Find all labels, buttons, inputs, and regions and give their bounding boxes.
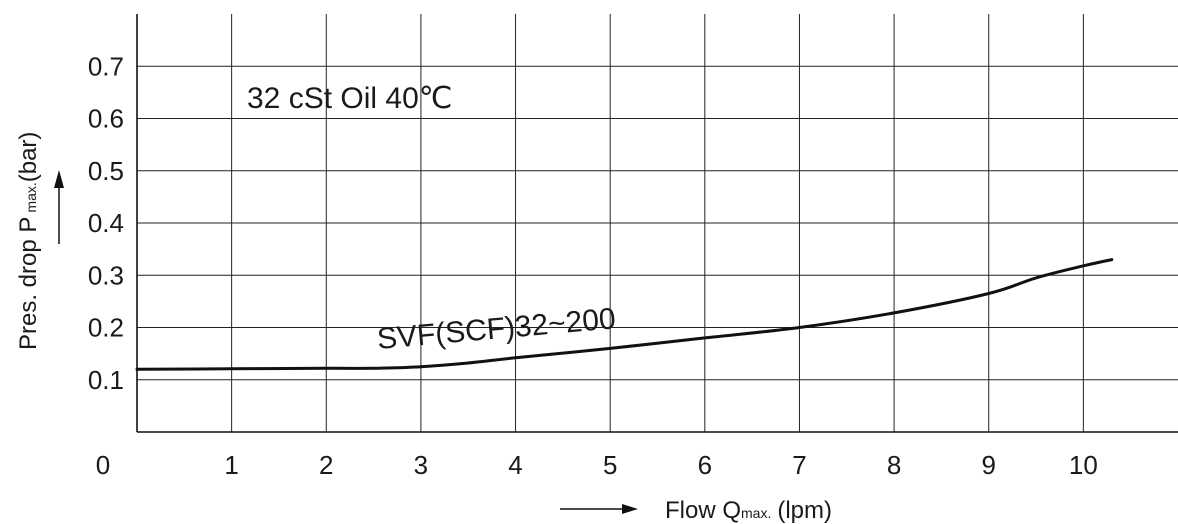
- x-tick-label: 2: [319, 450, 333, 480]
- horizontal-gridlines: [137, 65, 1178, 381]
- x-axis-title-sub: max.: [741, 505, 771, 521]
- y-tick-labels: 0.1 0.2 0.3 0.4 0.5 0.6 0.7: [88, 51, 124, 395]
- y-axis-title-sub: max.: [23, 182, 39, 212]
- y-tick-label: 0.2: [88, 313, 124, 343]
- condition-annotation: 32 cSt Oil 40℃: [247, 82, 452, 115]
- x-tick-label: 10: [1069, 450, 1098, 480]
- y-tick-label: 0.5: [88, 156, 124, 186]
- x-tick-label: 8: [887, 450, 901, 480]
- x-tick-label: 0: [96, 450, 110, 480]
- y-tick-label: 0.6: [88, 104, 124, 134]
- x-tick-label: 4: [508, 450, 522, 480]
- y-tick-label: 0.7: [88, 51, 124, 81]
- x-tick-label: 5: [603, 450, 617, 480]
- x-tick-label: 3: [414, 450, 428, 480]
- x-tick-label: 7: [792, 450, 806, 480]
- x-tick-label: 9: [981, 450, 995, 480]
- x-tick-labels: 0 1 2 3 4 5 6 7 8 9 10: [96, 450, 1098, 480]
- curve-label: SVF(SCF)32~200: [376, 302, 617, 356]
- x-tick-label: 6: [698, 450, 712, 480]
- y-axis-arrow-head: [54, 170, 64, 188]
- x-axis-arrow-head: [622, 504, 638, 514]
- x-axis-title: Flow Qmax. (lpm): [665, 497, 832, 524]
- plot-frame: [136, 14, 1178, 433]
- y-axis-title-unit: (bar): [15, 132, 42, 183]
- x-axis-title-main: Flow Q: [665, 497, 741, 524]
- y-tick-label: 0.3: [88, 260, 124, 290]
- x-tick-label: 1: [224, 450, 238, 480]
- series-line-svf-scf: [135, 258, 1114, 371]
- y-tick-label: 0.4: [88, 208, 124, 238]
- x-axis-title-unit: (lpm): [777, 497, 832, 524]
- y-axis-title: Pres. drop P max.(bar): [15, 132, 42, 350]
- y-tick-label: 0.1: [88, 365, 124, 395]
- y-axis-title-main: Pres. drop P: [15, 217, 42, 350]
